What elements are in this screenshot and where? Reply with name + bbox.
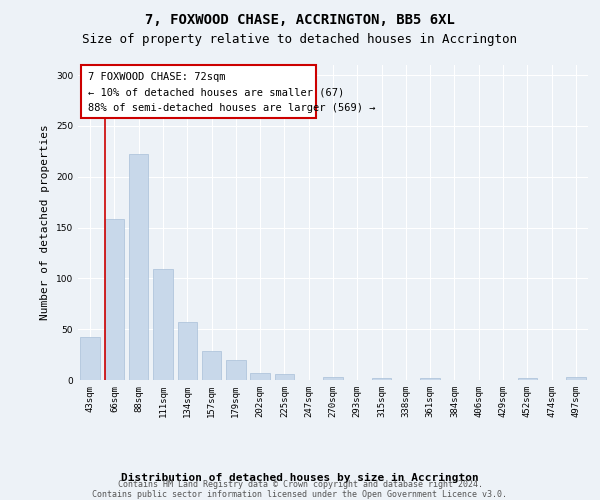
Bar	[250, 373, 270, 380]
Text: 7 FOXWOOD CHASE: 72sqm: 7 FOXWOOD CHASE: 72sqm	[88, 72, 226, 82]
Bar	[153, 269, 173, 380]
Bar	[80, 338, 100, 380]
Bar	[275, 374, 294, 380]
FancyBboxPatch shape	[81, 65, 316, 118]
Bar	[372, 378, 391, 380]
Text: 7, FOXWOOD CHASE, ACCRINGTON, BB5 6XL: 7, FOXWOOD CHASE, ACCRINGTON, BB5 6XL	[145, 12, 455, 26]
Bar	[566, 377, 586, 380]
Text: Size of property relative to detached houses in Accrington: Size of property relative to detached ho…	[83, 32, 517, 46]
Bar	[105, 220, 124, 380]
Bar	[421, 378, 440, 380]
Bar	[226, 360, 245, 380]
Bar	[323, 377, 343, 380]
Bar	[518, 378, 537, 380]
Y-axis label: Number of detached properties: Number of detached properties	[40, 124, 50, 320]
Bar	[129, 154, 148, 380]
Bar	[202, 350, 221, 380]
Text: ← 10% of detached houses are smaller (67): ← 10% of detached houses are smaller (67…	[88, 88, 344, 98]
Text: 88% of semi-detached houses are larger (569) →: 88% of semi-detached houses are larger (…	[88, 104, 376, 114]
Text: Contains HM Land Registry data © Crown copyright and database right 2024.
Contai: Contains HM Land Registry data © Crown c…	[92, 480, 508, 499]
Bar	[178, 322, 197, 380]
Text: Distribution of detached houses by size in Accrington: Distribution of detached houses by size …	[121, 472, 479, 482]
